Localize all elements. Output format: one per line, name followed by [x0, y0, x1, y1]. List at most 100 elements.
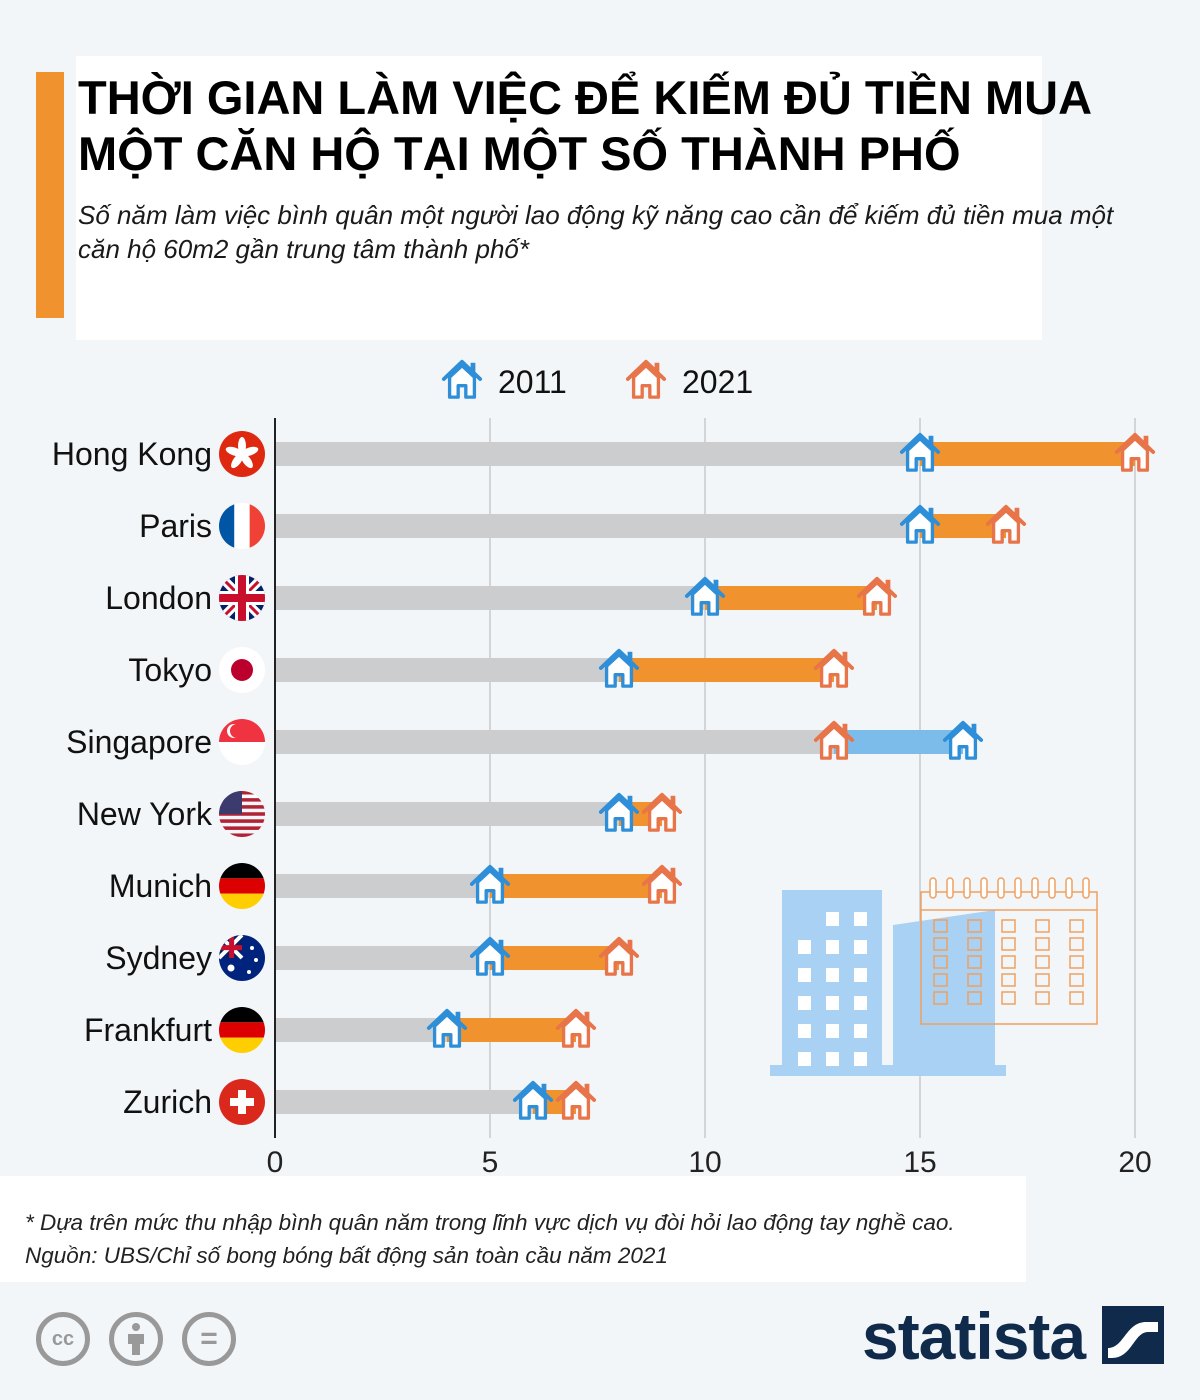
germany-flag-icon: [219, 863, 265, 909]
no-derivatives-icon[interactable]: =: [182, 1312, 236, 1366]
calendar-ring-shape: [1082, 877, 1090, 899]
category-label: Zurich: [123, 1084, 212, 1120]
calendar-ring-shape: [963, 877, 971, 899]
window-shape: [854, 968, 867, 982]
legend: 2011 2021: [441, 359, 753, 400]
usa-flag-icon: [219, 791, 265, 837]
bar-change: [490, 946, 619, 970]
window-shape: [826, 1024, 839, 1038]
bar-change: [619, 658, 834, 682]
person-icon: [128, 1323, 144, 1355]
footer-card: [0, 1176, 1026, 1282]
calendar-cell-shape: [1035, 937, 1050, 951]
calendar-cell-shape: [1001, 973, 1016, 987]
bar-track: [275, 658, 619, 682]
bar-track: [275, 442, 920, 466]
calendar-cell-shape: [933, 955, 948, 969]
window-shape: [798, 996, 811, 1010]
window-shape: [798, 1052, 811, 1066]
x-tick-label: 15: [903, 1146, 936, 1176]
category-label: Munich: [109, 868, 212, 904]
calendar-cell-shape: [967, 991, 982, 1005]
category-label: New York: [77, 796, 213, 832]
calendar-cell-shape: [967, 919, 982, 933]
cc-license-icon[interactable]: cc: [36, 1312, 90, 1366]
uk-flag-icon: [219, 575, 265, 621]
x-tick-label: 20: [1118, 1146, 1151, 1176]
window-shape: [798, 1024, 811, 1038]
calendar-icon: [920, 891, 1098, 1025]
switzerland-flag-icon: [219, 1079, 265, 1125]
calendar-cell-shape: [1035, 955, 1050, 969]
window-shape: [854, 1052, 867, 1066]
bar-track: [275, 730, 834, 754]
france-flag-icon: [219, 503, 265, 549]
calendar-ring-shape: [1065, 877, 1073, 899]
category-label: Sydney: [105, 940, 212, 976]
bar-track: [275, 802, 619, 826]
calendar-ring-shape: [1031, 877, 1039, 899]
category-label: London: [105, 580, 212, 616]
calendar-cell-shape: [1035, 991, 1050, 1005]
window-shape: [854, 996, 867, 1010]
window-shape: [854, 940, 867, 954]
japan-flag-icon: [219, 647, 265, 693]
calendar-ring-shape: [946, 877, 954, 899]
bar-track: [275, 874, 490, 898]
legend-label: 2011: [498, 364, 567, 400]
bar-track: [275, 1090, 533, 1114]
accent-bar: [36, 72, 64, 318]
calendar-ring-shape: [929, 877, 937, 899]
bar-track: [275, 1018, 447, 1042]
calendar-cell-shape: [967, 955, 982, 969]
bar-track: [275, 514, 920, 538]
source-note: Nguồn: UBS/Chỉ số bong bóng bất động sản…: [25, 1243, 668, 1268]
calendar-cell-shape: [967, 937, 982, 951]
x-tick-label: 0: [267, 1146, 284, 1176]
hong-kong-flag-icon: [219, 431, 265, 477]
calendar-ring-shape: [997, 877, 1005, 899]
legend-2011-house-icon: [441, 359, 483, 400]
category-label: Hong Kong: [52, 436, 212, 472]
bar-change: [920, 442, 1135, 466]
bar-change: [705, 586, 877, 610]
calendar-cell-shape: [1035, 973, 1050, 987]
singapore-flag-icon: [219, 719, 265, 765]
australia-flag-icon: [219, 935, 265, 981]
ground-shape: [770, 1065, 1006, 1076]
bar-change: [834, 730, 963, 754]
legend-2021-house-icon: [625, 359, 667, 400]
germany-flag-icon: [219, 1007, 265, 1053]
attribution-icon[interactable]: [109, 1312, 163, 1366]
calendar-cell-shape: [1001, 937, 1016, 951]
window-shape: [826, 1052, 839, 1066]
short-building-shape: [893, 910, 995, 1068]
calendar-cell-shape: [1001, 919, 1016, 933]
category-label: Frankfurt: [84, 1012, 212, 1048]
window-shape: [826, 912, 839, 926]
window-shape: [798, 940, 811, 954]
category-label: Singapore: [66, 724, 212, 760]
flags: [219, 431, 265, 1125]
category-label: Paris: [139, 508, 212, 544]
window-shape: [854, 1024, 867, 1038]
city-calendar-illustration: [770, 877, 1098, 1076]
x-tick-label: 10: [688, 1146, 721, 1176]
footnote: * Dựa trên mức thu nhập bình quân năm tr…: [25, 1210, 955, 1235]
window-shape: [826, 940, 839, 954]
calendar-cell-shape: [1001, 955, 1016, 969]
category-label: Tokyo: [128, 652, 212, 688]
statista-logo[interactable]: statista: [862, 1299, 1086, 1373]
calendar-cell-shape: [1069, 973, 1084, 987]
calendar-cell-shape: [1069, 919, 1084, 933]
calendar-cell-shape: [1069, 937, 1084, 951]
calendar-cell-shape: [1035, 919, 1050, 933]
calendar-cell-shape: [933, 937, 948, 951]
calendar-cell-shape: [933, 991, 948, 1005]
chart-subtitle: Số năm làm việc bình quân một người lao …: [78, 200, 1114, 264]
calendar-cell-shape: [1001, 991, 1016, 1005]
calendar-ring-shape: [1048, 877, 1056, 899]
window-shape: [854, 912, 867, 926]
calendar-ring-shape: [980, 877, 988, 899]
chart-title: THỜI GIAN LÀM VIỆC ĐỂ KIẾM ĐỦ TIỀN MUA M…: [78, 71, 1091, 180]
